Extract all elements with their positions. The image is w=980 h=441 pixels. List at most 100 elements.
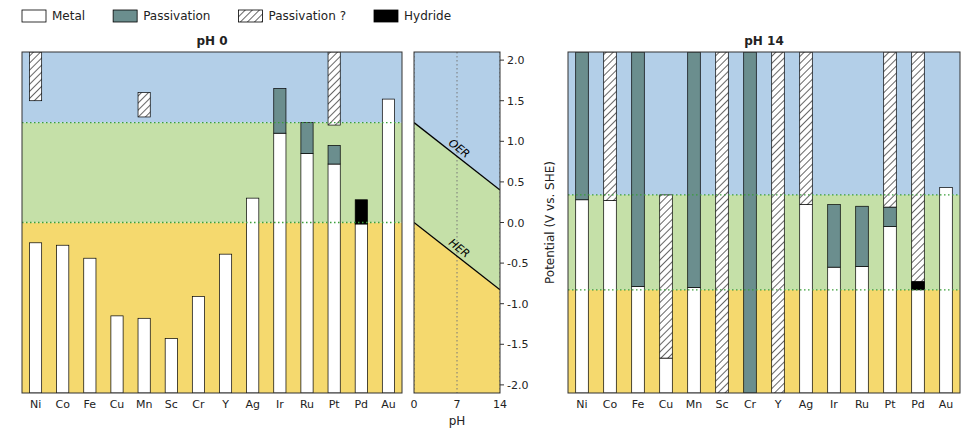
range-bar xyxy=(57,245,69,393)
category-label: Co xyxy=(603,398,618,411)
category-label: Ir xyxy=(276,398,284,411)
category-label: Ni xyxy=(576,398,587,411)
range-bar xyxy=(660,358,673,393)
reference-line xyxy=(22,122,402,123)
tick-label: -2.0 xyxy=(507,379,528,392)
frame xyxy=(22,52,402,393)
category-label: Sc xyxy=(165,398,178,411)
range-bar xyxy=(912,52,925,282)
range-bar xyxy=(247,198,259,393)
category-label: Ni xyxy=(30,398,41,411)
range-bar xyxy=(138,318,150,393)
range-bar xyxy=(192,296,204,393)
range-bar xyxy=(688,52,701,287)
line-label: HER xyxy=(446,236,472,260)
tick-mark xyxy=(500,384,504,385)
category-label: Ru xyxy=(855,398,869,411)
category-label: Ag xyxy=(799,398,814,411)
range-bar xyxy=(800,205,813,393)
tick-mark xyxy=(500,100,504,101)
range-bar xyxy=(856,266,869,393)
category-label: Pt xyxy=(329,398,341,411)
legend-swatch xyxy=(22,10,46,22)
tick-mark xyxy=(500,181,504,182)
category-label: Pd xyxy=(911,398,925,411)
category-label: Cu xyxy=(659,398,674,411)
category-label: Mn xyxy=(686,398,702,411)
tick-label: 14 xyxy=(493,398,507,411)
range-bar xyxy=(632,287,645,393)
tick-label: 0 xyxy=(411,398,418,411)
tick-label: -0.5 xyxy=(507,257,528,270)
axis-label: pH xyxy=(449,414,466,428)
category-label: Au xyxy=(381,398,396,411)
category-label: Cr xyxy=(192,398,205,411)
plot-area xyxy=(414,52,500,393)
range-bar xyxy=(29,243,41,393)
range-bar xyxy=(328,164,340,393)
category-label: Fe xyxy=(632,398,645,411)
range-bar xyxy=(912,282,925,393)
category-label: Sc xyxy=(715,398,728,411)
background-band xyxy=(22,223,402,394)
legend: Metal Passivation Passivation ? Hydride xyxy=(22,9,451,23)
legend-swatch xyxy=(238,10,262,22)
tick-label: 1.5 xyxy=(507,95,525,108)
range-bar xyxy=(576,52,589,200)
reference-line xyxy=(568,289,960,290)
tick-label: 0.5 xyxy=(507,176,525,189)
axis-label: Potential (V vs. SHE) xyxy=(543,161,557,284)
range-bar xyxy=(355,223,367,393)
tick-mark xyxy=(500,60,504,61)
range-bar xyxy=(111,316,123,393)
range-bar xyxy=(772,52,785,393)
legend-label: Metal xyxy=(52,9,85,23)
frame xyxy=(568,52,960,393)
range-bar xyxy=(800,52,813,205)
category-label: Ir xyxy=(830,398,838,411)
tick-label: -1.0 xyxy=(507,298,528,311)
panel-title: pH 0 xyxy=(196,34,227,48)
range-bar xyxy=(219,254,231,393)
legend-label: Hydride xyxy=(404,9,451,23)
tick-mark xyxy=(500,263,504,264)
panel: NiCoFeCuMnScCrYAgIrRuPtPdAupH 0 xyxy=(22,34,402,411)
range-bar xyxy=(576,200,589,393)
tick-label: 1.0 xyxy=(507,135,525,148)
range-bar xyxy=(828,267,841,393)
category-label: Ru xyxy=(300,398,314,411)
category-label: Au xyxy=(939,398,954,411)
background-band xyxy=(568,195,960,290)
range-bar xyxy=(604,52,617,201)
panel: NiCoFeCuMnScCrYAgIrRuPtPdAupH 14 xyxy=(568,34,960,411)
category-label: Pd xyxy=(354,398,368,411)
plot-area xyxy=(568,52,960,393)
range-bar xyxy=(274,133,286,393)
background-band xyxy=(22,52,402,123)
range-bar xyxy=(355,200,367,224)
category-label: Mn xyxy=(136,398,152,411)
range-bar xyxy=(884,227,897,393)
range-bar xyxy=(884,52,897,207)
tick-mark xyxy=(500,141,504,142)
background-band xyxy=(568,52,960,195)
range-bar xyxy=(165,339,177,393)
legend-label: Passivation xyxy=(143,9,210,23)
range-bar xyxy=(301,123,313,154)
reference-line xyxy=(568,194,960,195)
category-label: Cu xyxy=(110,398,125,411)
category-label: Ag xyxy=(245,398,260,411)
plot-area xyxy=(22,52,402,393)
grid-line xyxy=(457,52,458,393)
range-bar xyxy=(688,287,701,393)
range-bar xyxy=(301,153,313,393)
range-bar xyxy=(940,188,953,393)
category-label: Co xyxy=(56,398,71,411)
tick-mark xyxy=(500,303,504,304)
line xyxy=(414,223,500,290)
legend-label: Passivation ? xyxy=(268,9,346,23)
range-bar xyxy=(660,195,673,358)
range-bar xyxy=(632,52,645,287)
range-bar xyxy=(138,93,150,117)
range-bar xyxy=(744,52,757,393)
